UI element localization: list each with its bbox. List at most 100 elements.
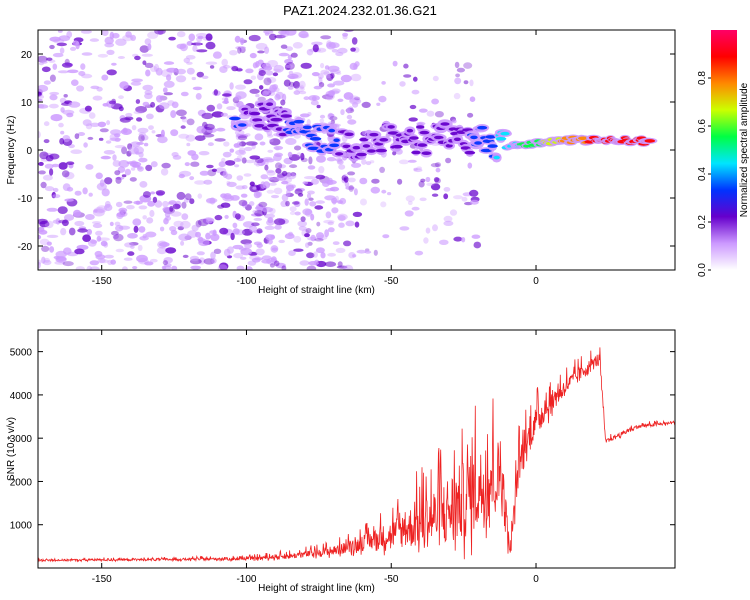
noise-blob <box>166 74 172 81</box>
noise-blob <box>38 229 48 235</box>
noise-blob <box>162 200 169 208</box>
noise-blob <box>378 95 387 103</box>
noise-blob <box>268 33 277 41</box>
noise-blob <box>99 259 109 264</box>
noise-blob <box>285 200 290 207</box>
noise-blob <box>104 200 111 208</box>
noise-blob <box>85 214 95 220</box>
noise-blob <box>106 49 115 56</box>
noise-blob <box>41 66 51 73</box>
noise-blob <box>237 46 242 54</box>
noise-blob <box>324 261 337 268</box>
noise-blob <box>105 140 112 144</box>
noise-blob <box>82 119 92 127</box>
noise-blob <box>307 112 312 116</box>
noise-blob <box>162 265 172 270</box>
noise-blob <box>251 222 260 227</box>
noise-blob <box>162 87 168 93</box>
noise-blob <box>275 91 284 100</box>
noise-blob <box>112 32 120 39</box>
noise-blob <box>343 264 354 270</box>
noise-blob <box>137 166 144 172</box>
noise-blob <box>184 162 190 167</box>
noise-blob <box>256 243 263 249</box>
noise-blob <box>313 251 318 258</box>
noise-blob <box>289 211 296 216</box>
noise-blob <box>262 181 271 189</box>
ridge-core <box>480 148 493 153</box>
noise-blob <box>195 41 202 47</box>
noise-blob <box>316 221 321 227</box>
noise-blob <box>166 67 178 73</box>
snr-panel: -150 -100 -50 0 1000 2000 3000 4000 5000 Height o… <box>6 329 676 594</box>
noise-blob <box>61 62 73 68</box>
noise-blob <box>343 173 348 178</box>
noise-blob <box>135 106 148 113</box>
noise-blob <box>189 198 195 205</box>
noise-blob <box>114 170 121 176</box>
noise-blob <box>236 265 245 270</box>
ridge-core <box>487 144 498 148</box>
noise-blob <box>265 234 276 241</box>
noise-blob <box>112 233 119 239</box>
noise-blob <box>214 214 223 221</box>
noise-blob <box>211 111 224 118</box>
noise-blob <box>236 68 243 72</box>
noise-blob <box>221 97 229 101</box>
noise-blob <box>95 230 103 236</box>
noise-blob <box>41 245 50 252</box>
noise-blob <box>43 139 50 144</box>
noise-blob <box>306 193 312 199</box>
noise-blob <box>293 248 304 252</box>
noise-blob <box>300 216 306 222</box>
noise-blob <box>119 81 129 89</box>
noise-blob <box>132 218 142 226</box>
noise-blob <box>108 100 117 105</box>
noise-blob <box>337 47 348 54</box>
noise-blob <box>182 254 189 258</box>
noise-blob <box>326 40 332 48</box>
colorbar-tick-label: 0.0 <box>697 263 708 277</box>
noise-blob <box>130 245 135 249</box>
x-tick-label: -50 <box>384 276 399 287</box>
noise-blob <box>254 206 263 211</box>
noise-blob <box>243 173 252 177</box>
noise-blob <box>99 128 109 133</box>
noise-blob <box>109 221 114 227</box>
noise-blob <box>63 94 68 98</box>
noise-blob <box>453 92 461 100</box>
noise-blob <box>119 117 131 123</box>
noise-blob <box>206 197 218 204</box>
noise-blob <box>253 191 261 199</box>
noise-blob <box>113 233 124 242</box>
noise-blob <box>149 258 158 263</box>
noise-blob <box>170 211 182 217</box>
noise-blob <box>202 133 215 138</box>
noise-blob <box>329 116 338 121</box>
noise-blob <box>302 208 313 216</box>
noise-blob <box>161 162 171 169</box>
noise-blob <box>159 242 170 247</box>
noise-blob <box>285 64 294 69</box>
ridge-core <box>387 125 395 129</box>
ridge-core <box>500 131 510 136</box>
noise-blob <box>434 111 444 118</box>
noise-blob <box>181 201 187 209</box>
noise-blob <box>142 101 150 107</box>
noise-blob <box>114 221 121 227</box>
noise-blob <box>101 74 109 81</box>
noise-blob <box>173 220 184 228</box>
noise-blob <box>461 237 466 243</box>
noise-blob <box>260 157 266 166</box>
noise-blob <box>361 101 371 108</box>
noise-blob <box>118 95 124 100</box>
noise-blob <box>206 104 215 112</box>
noise-blob <box>230 195 240 201</box>
noise-blob <box>186 142 191 147</box>
noise-blob <box>97 53 109 58</box>
noise-blob <box>38 218 48 225</box>
noise-blob <box>64 171 75 180</box>
noise-blob <box>92 208 105 217</box>
noise-blob <box>211 258 217 264</box>
noise-blob <box>352 211 363 217</box>
